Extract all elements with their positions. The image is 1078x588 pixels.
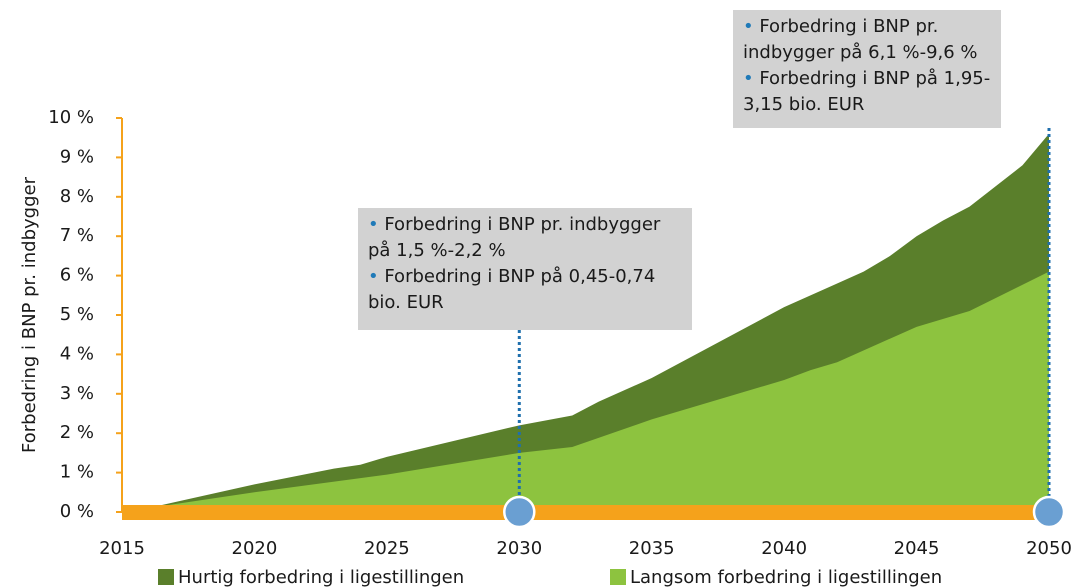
x-tick-label: 2020 [232, 538, 278, 559]
y-tick-label: 2 % [60, 422, 94, 443]
annotation-marker [503, 495, 536, 529]
y-tick-label: 10 % [48, 107, 94, 128]
x-tick-label: 2035 [629, 538, 675, 559]
baseline-bar [122, 505, 1049, 520]
x-tick-label: 2030 [496, 538, 542, 559]
x-tick-label: 2015 [99, 538, 145, 559]
y-tick-label: 6 % [60, 265, 94, 286]
y-tick-label: 3 % [60, 383, 94, 404]
x-tick-label: 2040 [761, 538, 807, 559]
annotation: Forbedring i BNP pr. indbygger på 6,1 %-… [733, 10, 1001, 128]
x-tick-label: 2045 [894, 538, 940, 559]
annotation: Forbedring i BNP pr. indbygger på 1,5 %-… [358, 208, 692, 330]
area [148, 271, 1049, 512]
y-tick-label: 4 % [60, 343, 94, 364]
legend-swatch [610, 569, 626, 585]
y-tick-label: 8 % [60, 186, 94, 207]
annotation-text: Forbedring i BNP på 1,95-3,15 bio. EUR [743, 66, 991, 118]
x-tick-label: 2050 [1026, 538, 1072, 559]
legend-label: Hurtig forbedring i ligestillingen [178, 567, 464, 588]
annotation-marker [1032, 495, 1066, 529]
annotation-text: Forbedring i BNP pr. indbygger på 1,5 %-… [368, 212, 682, 264]
annotation-text: Forbedring i BNP på 0,45-0,74 bio. EUR [368, 264, 682, 316]
y-axis-label: Forbedring i BNP pr. indbygger [19, 176, 40, 453]
annotation-text: Forbedring i BNP pr. indbygger på 6,1 %-… [743, 14, 991, 66]
y-tick-label: 1 % [60, 462, 94, 483]
y-tick-label: 9 % [60, 146, 94, 167]
x-tick-label: 2025 [364, 538, 410, 559]
legend-label: Langsom forbedring i ligestillingen [630, 567, 942, 588]
legend-swatch [158, 569, 174, 585]
y-tick-label: 0 % [60, 501, 94, 522]
y-tick-label: 5 % [60, 304, 94, 325]
y-tick-label: 7 % [60, 225, 94, 246]
